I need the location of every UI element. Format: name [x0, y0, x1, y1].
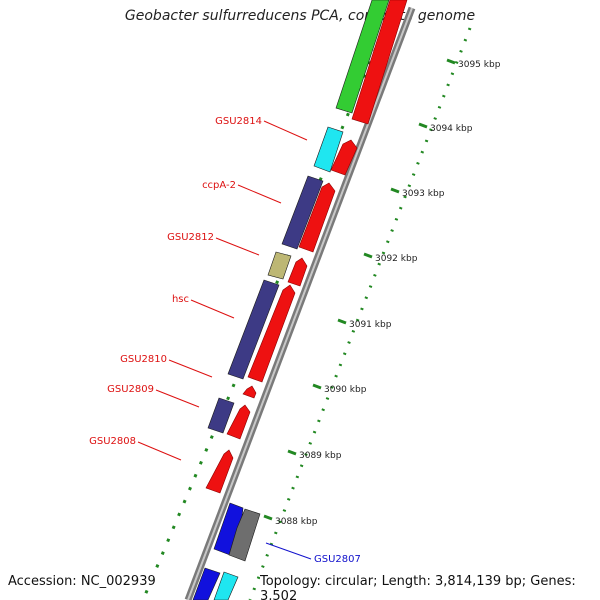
accession-label: Accession: NC_002939 — [8, 574, 156, 589]
leader-gsu2809 — [155, 389, 200, 408]
tick-label-3095: 3095 kbp — [458, 60, 501, 70]
gene-label-ccpa2[interactable]: ccpA-2 — [202, 180, 236, 191]
tick-label-3091: 3091 kbp — [349, 320, 392, 330]
tick-mark-3092 — [363, 252, 373, 259]
inner-track-genes — [192, 0, 390, 600]
gene-gsu2812-olive — [267, 251, 292, 280]
cds-forward-ccpa2 — [298, 182, 336, 253]
cds-forward-hsc — [247, 284, 296, 383]
gene-label-gsu2807[interactable]: GSU2807 — [314, 554, 361, 565]
backbone-highlight — [187, 7, 413, 600]
gene-cyan-bottom — [213, 571, 239, 600]
gene-gsu2814-cyan — [313, 126, 344, 173]
scale-ticks — [263, 58, 456, 521]
cds-forward-gsu2809 — [226, 404, 251, 440]
cds-forward-gsu2812 — [287, 257, 308, 287]
gene-label-gsu2812[interactable]: GSU2812 — [167, 232, 214, 243]
gene-labels: GSU2814 ccpA-2 GSU2812 hsc GSU2810 GSU28… — [89, 116, 361, 565]
cds-forward-gsu2814 — [330, 139, 358, 176]
gene-green — [335, 0, 390, 114]
leader-gsu2807 — [265, 542, 312, 560]
leader-hsc — [190, 299, 235, 319]
tick-mark-3094 — [418, 122, 428, 129]
tick-mark-3093 — [390, 187, 400, 194]
gene-gsu2807-gray — [228, 508, 261, 562]
gene-blue-2 — [192, 567, 221, 600]
tick-label-3088: 3088 kbp — [275, 517, 318, 527]
gene-ccpa2-purple — [281, 175, 324, 250]
gene-label-gsu2808[interactable]: GSU2808 — [89, 436, 136, 447]
cds-forward-top — [351, 0, 408, 125]
cds-forward-gsu2810 — [242, 385, 257, 399]
forward-strand-cds — [205, 0, 408, 494]
tick-mark-3090 — [312, 383, 322, 390]
inner-track-dots — [141, 9, 394, 600]
tick-mark-3088 — [263, 514, 273, 521]
leader-ccpa2 — [237, 184, 282, 204]
tick-label-3092: 3092 kbp — [375, 254, 418, 264]
tick-label-3090: 3090 kbp — [324, 385, 367, 395]
leader-gsu2812 — [215, 237, 260, 256]
gene-label-gsu2814[interactable]: GSU2814 — [215, 116, 262, 127]
leader-gsu2808 — [137, 441, 182, 461]
label-leaders — [137, 120, 312, 560]
tick-label-3094: 3094 kbp — [430, 124, 473, 134]
gene-label-hsc[interactable]: hsc — [172, 294, 189, 305]
tick-label-3089: 3089 kbp — [299, 451, 342, 461]
gene-label-gsu2810[interactable]: GSU2810 — [120, 354, 167, 365]
cds-forward-gsu2808 — [205, 449, 234, 494]
gene-label-gsu2809[interactable]: GSU2809 — [107, 384, 154, 395]
leader-gsu2810 — [168, 359, 213, 378]
tick-label-3093: 3093 kbp — [402, 189, 445, 199]
tick-mark-3089 — [287, 449, 297, 456]
gene-gsu2809-purple — [207, 397, 235, 434]
leader-gsu2814 — [263, 120, 308, 141]
topology-label: Topology: circular; Length: 3,814,139 bp… — [260, 574, 600, 600]
tick-mark-3091 — [337, 318, 347, 325]
tick-mark-3095 — [446, 58, 456, 65]
scale-tick-labels: 3088 kbp 3089 kbp 3090 kbp 3091 kbp 3092… — [275, 60, 501, 527]
gene-hsc-purple — [227, 279, 280, 380]
